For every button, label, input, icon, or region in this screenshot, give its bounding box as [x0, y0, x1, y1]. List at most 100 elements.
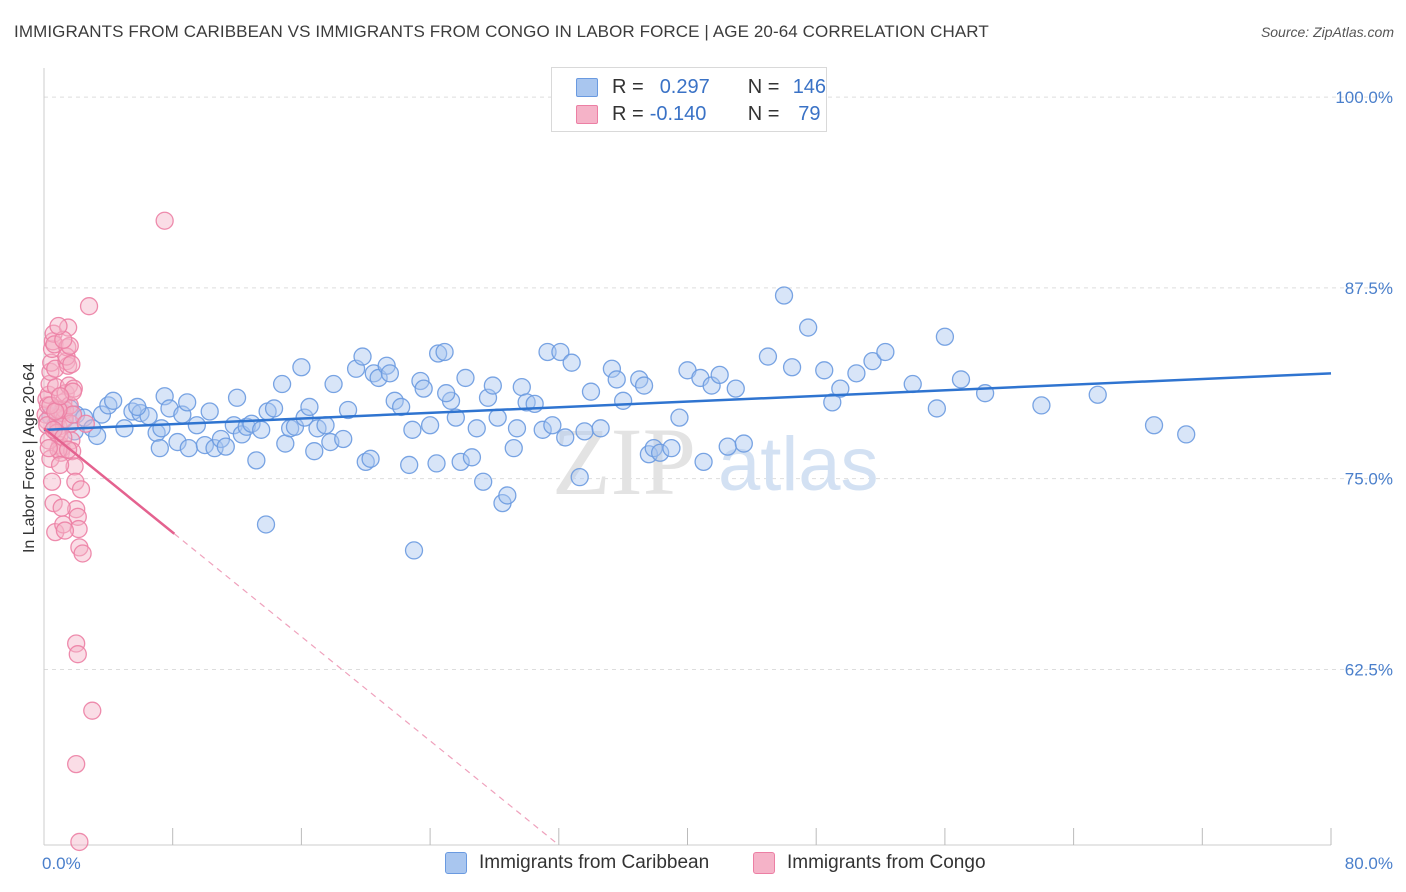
caribbean-point [507, 419, 527, 438]
legend-item-congo[interactable]: Immigrants from Congo [753, 852, 986, 874]
legend-n-label: N = [747, 75, 780, 98]
caribbean-point [300, 397, 319, 417]
caribbean-point [237, 417, 256, 436]
caribbean-point [831, 379, 850, 398]
x-tick-label-max: 80.0% [1345, 854, 1393, 873]
watermark: ZIP atlas [552, 408, 879, 515]
caribbean-point [324, 374, 343, 394]
congo-point [70, 832, 89, 852]
caribbean-point [774, 286, 794, 305]
caribbean-point [276, 434, 295, 453]
caribbean-point [533, 420, 552, 439]
caribbean-point [498, 486, 517, 505]
caribbean-point [391, 397, 411, 417]
caribbean-point [483, 376, 502, 395]
caribbean-point [414, 379, 433, 398]
caribbean-point [815, 361, 834, 380]
congo-point [67, 500, 86, 519]
y-tick-label: 100.0% [1335, 88, 1393, 107]
caribbean-point [353, 347, 372, 366]
caribbean-point [1088, 385, 1107, 404]
congo-point [55, 521, 75, 540]
congo-point [50, 387, 70, 406]
caribbean-point [562, 353, 581, 372]
caribbean-point [451, 452, 470, 472]
caribbean-point [670, 408, 689, 427]
congo-point [62, 355, 81, 374]
caribbean-point [474, 472, 493, 491]
congo-point [42, 472, 62, 491]
axes [43, 68, 1332, 846]
caribbean-point [951, 370, 971, 389]
legend-n-value: 146 [792, 75, 827, 98]
caribbean-point [187, 416, 206, 435]
caribbean-point [305, 442, 324, 461]
caribbean-point [272, 374, 292, 394]
congo-point [68, 645, 87, 664]
caribbean-point [179, 438, 198, 458]
caribbean-point [92, 405, 112, 424]
caribbean-point [152, 419, 171, 438]
legend-swatch-caribbean [445, 852, 467, 874]
caribbean-point [927, 399, 947, 418]
caribbean-point [403, 420, 422, 439]
legend-swatch-blue [576, 77, 598, 97]
caribbean-point [200, 402, 219, 421]
caribbean-point [1144, 416, 1164, 435]
congo-point [39, 438, 58, 458]
y-tick-label: 75.0% [1345, 470, 1393, 489]
caribbean-point [607, 370, 626, 389]
caribbean-point [726, 379, 745, 398]
caribbean-point [178, 393, 197, 412]
caribbean-point [264, 399, 284, 418]
caribbean-point [427, 454, 446, 473]
caribbean-point [168, 432, 187, 452]
congo-point [63, 405, 83, 424]
caribbean-point [356, 452, 375, 472]
caribbean-point [543, 416, 562, 435]
caribbean-point [256, 515, 276, 534]
caribbean-point [446, 408, 465, 427]
x-tick-label-min: 0.0% [42, 854, 81, 873]
legend-r-value: -0.140 [649, 102, 707, 125]
caribbean-point [538, 342, 557, 362]
congo-point [71, 480, 91, 499]
congo-point [65, 457, 84, 476]
congo-point [54, 330, 73, 349]
watermark-atlas: atlas [718, 422, 879, 507]
congo-point [83, 701, 102, 720]
caribbean-point [380, 364, 400, 383]
stats-legend: R = 0.297 N = 146 R = -0.140 N = 79 [551, 67, 827, 132]
legend-n-value: 79 [798, 102, 821, 125]
caribbean-point [630, 370, 649, 389]
caribbean-point [467, 419, 486, 438]
caribbean-point [334, 429, 353, 449]
tick-labels: 100.0% 87.5% 75.0% 62.5% 0.0% 80.0% [42, 88, 1393, 873]
caribbean-point [428, 344, 448, 363]
caribbean-point [634, 376, 654, 395]
caribbean-point [247, 451, 266, 470]
caribbean-point [823, 393, 842, 412]
caribbean-point [227, 388, 247, 407]
series-caribbean-points [41, 286, 1196, 560]
caribbean-point [316, 416, 335, 435]
caribbean-point [903, 374, 922, 394]
caribbean-point [694, 452, 713, 472]
legend-row-congo: R = -0.140 N = 79 [576, 101, 837, 127]
congo-point [67, 754, 86, 774]
congo-point [155, 211, 174, 230]
caribbean-point [404, 541, 424, 560]
caribbean-point [847, 364, 866, 383]
caribbean-point [614, 391, 633, 410]
legend-swatch-pink [576, 104, 598, 124]
legend-r-label: R = [612, 102, 644, 125]
y-axis-label: In Labor Force | Age 20-64 [21, 363, 38, 553]
caribbean-point [734, 434, 753, 453]
congo-point [52, 498, 71, 517]
caribbean-point [718, 437, 737, 456]
caribbean-point [150, 438, 169, 458]
legend-label-congo: Immigrants from Congo [787, 852, 986, 873]
legend-r-value: 0.297 [659, 75, 710, 98]
caribbean-point [935, 327, 955, 346]
legend-item-caribbean[interactable]: Immigrants from Caribbean [445, 852, 709, 874]
